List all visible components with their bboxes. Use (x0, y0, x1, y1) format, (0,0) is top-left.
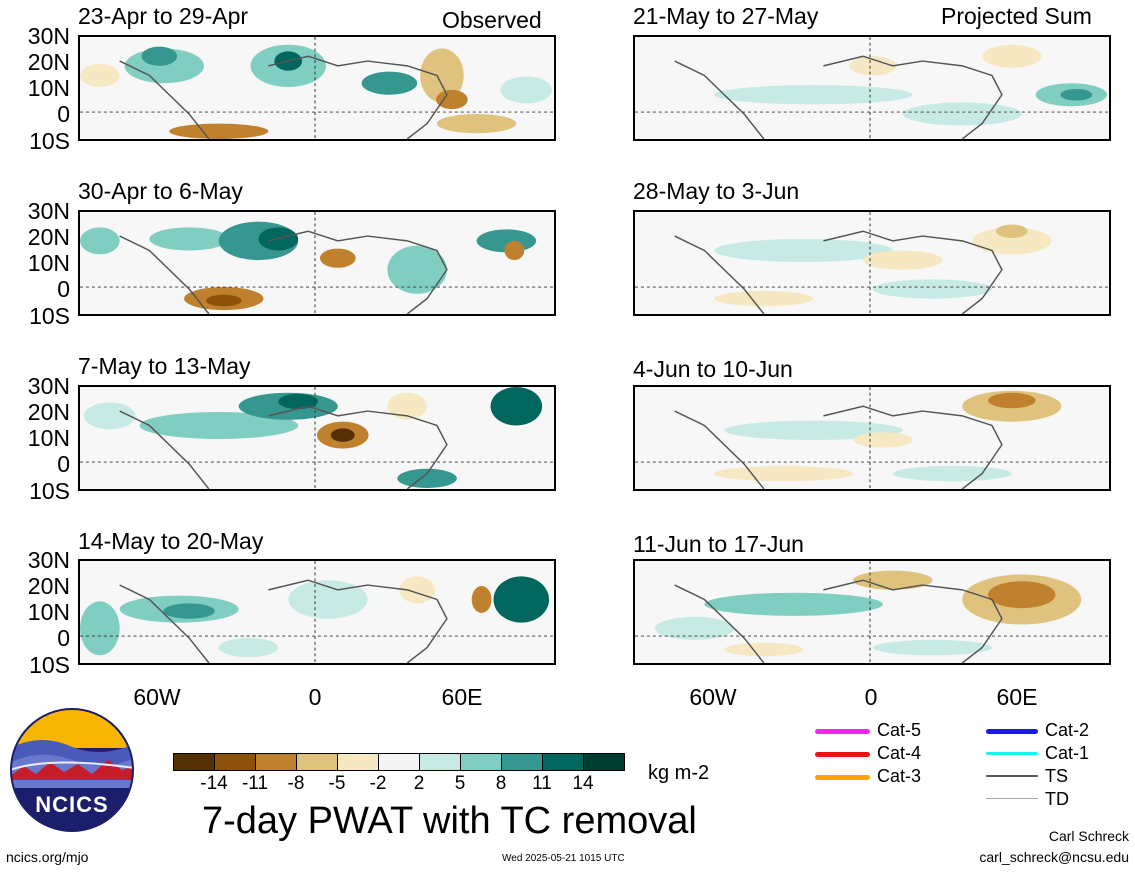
lat-label: 10S (29, 478, 70, 504)
lon-label: 60W (689, 684, 737, 710)
lat-label: 30N (27, 198, 70, 224)
colorbar-cell (378, 753, 420, 771)
footer-author: Carl Schreck (1048, 828, 1129, 844)
panel-corner-label: Observed (442, 7, 542, 33)
footer-timestamp: Wed 2025-05-21 1015 UTC (502, 853, 625, 864)
colorbar-tick-label: -2 (369, 773, 387, 794)
legend-swatch-td (986, 798, 1038, 799)
map-plot (633, 385, 1111, 491)
colorbar-tick-label: 14 (572, 773, 594, 794)
map-plot (78, 385, 556, 491)
panel-title: 4-Jun to 10-Jun (633, 356, 793, 382)
map-plot (633, 559, 1111, 665)
colorbar-tick-label: 2 (413, 773, 425, 794)
footer-email[interactable]: carl_schreck@ncsu.edu (979, 849, 1129, 865)
lon-label: 60W (133, 684, 181, 710)
legend-swatch-cat4 (815, 752, 870, 757)
colorbar-cell (460, 753, 502, 771)
colorbar-tick-label: -8 (287, 773, 305, 794)
colorbar-cell (214, 753, 256, 771)
colorbar-cell (255, 753, 297, 771)
lat-label: 30N (27, 373, 70, 399)
map-plot (633, 35, 1111, 141)
legend-swatch-cat3 (815, 775, 870, 780)
legend-swatch-ts (986, 775, 1038, 777)
colorbar-cell (501, 753, 543, 771)
lat-label: 10N (27, 599, 70, 625)
panel-title: 14-May to 20-May (78, 528, 264, 554)
lat-label: 30N (27, 547, 70, 573)
lat-label: 0 (57, 276, 70, 302)
legend-swatch-cat1 (986, 752, 1038, 755)
colorbar-cell (296, 753, 338, 771)
lat-label: 10S (29, 303, 70, 329)
panel-corner-label: Projected Sum (941, 3, 1092, 29)
ncics-logo: NCICS (10, 708, 134, 832)
legend-swatch-cat2 (986, 729, 1038, 734)
colorbar-cell (419, 753, 461, 771)
map-plot (633, 210, 1111, 316)
lon-label: 0 (864, 684, 878, 710)
lat-label: 10N (27, 250, 70, 276)
legend-label: Cat-5 (877, 720, 922, 740)
colorbar-tick-label: -14 (200, 773, 228, 794)
lat-label: 10S (29, 128, 70, 154)
colorbar-cell (173, 753, 215, 771)
panel-title: 30-Apr to 6-May (78, 178, 243, 204)
colorbar-tick-label: -5 (328, 773, 346, 794)
legend-label: Cat-3 (877, 766, 922, 786)
lat-label: 10S (29, 652, 70, 678)
panel-title: 28-May to 3-Jun (633, 178, 800, 204)
logo-text: NCICS (35, 792, 109, 817)
map-plot (78, 559, 556, 665)
lat-label: 10N (27, 425, 70, 451)
lat-label: 20N (27, 224, 70, 250)
legend-label: TD (1045, 789, 1069, 809)
map-plot (78, 35, 556, 141)
colorbar-tick-label: 11 (532, 773, 552, 794)
lat-label: 20N (27, 573, 70, 599)
footer-url[interactable]: ncics.org/mjo (6, 849, 89, 865)
panel-title: 11-Jun to 17-Jun (633, 531, 804, 557)
lat-label: 0 (57, 625, 70, 651)
lon-label: 0 (308, 684, 322, 710)
lat-label: 0 (57, 451, 70, 477)
colorbar-tick-label: 8 (495, 773, 507, 794)
lat-label: 20N (27, 49, 70, 75)
lat-label: 0 (57, 101, 70, 127)
colorbar-cell (583, 753, 625, 771)
colorbar-units: kg m-2 (648, 762, 710, 784)
legend-label: Cat-1 (1045, 743, 1090, 763)
colorbar-tick-label: -11 (241, 773, 269, 794)
legend-label: Cat-2 (1045, 720, 1090, 740)
main-title: 7-day PWAT with TC removal (202, 800, 697, 842)
panel-title: 7-May to 13-May (78, 353, 251, 379)
lon-label: 60E (441, 684, 483, 710)
map-plot (78, 210, 556, 316)
lat-label: 30N (27, 23, 70, 49)
colorbar-tick-label: 5 (454, 773, 466, 794)
colorbar-cell (337, 753, 379, 771)
colorbar-cell (542, 753, 584, 771)
panel-title: 23-Apr to 29-Apr (78, 3, 249, 29)
legend-label: Cat-4 (877, 743, 922, 763)
lat-label: 20N (27, 399, 70, 425)
legend-label: TS (1045, 766, 1069, 786)
panel-title: 21-May to 27-May (633, 3, 819, 29)
lat-label: 10N (27, 75, 70, 101)
lon-label: 60E (996, 684, 1038, 710)
legend-swatch-cat5 (815, 729, 870, 734)
